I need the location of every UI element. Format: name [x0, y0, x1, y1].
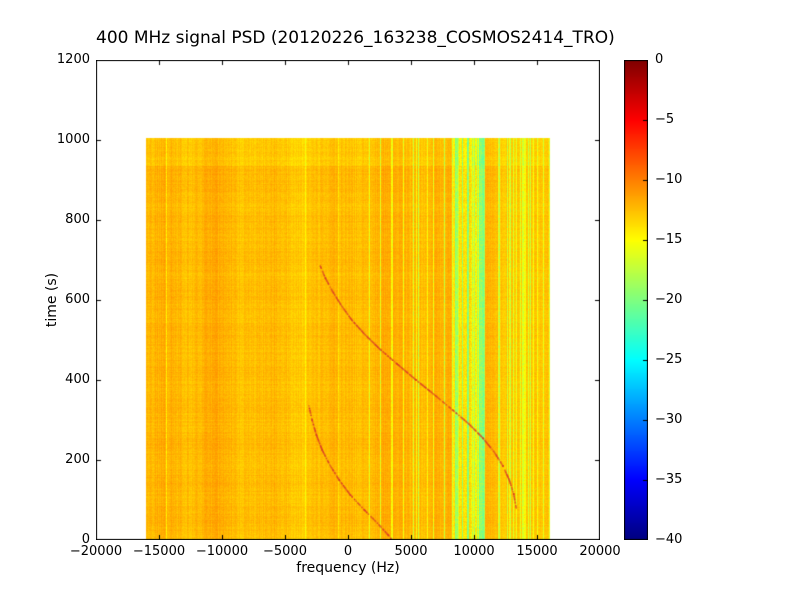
- y-tick-label: 800: [65, 212, 90, 227]
- x-tick-label: 5000: [394, 544, 428, 559]
- x-tick-label: −15000: [132, 544, 186, 559]
- colorbar-tick-label: −15: [655, 232, 683, 247]
- y-tick-label: 1200: [56, 52, 90, 67]
- chart-title: 400 MHz signal PSD (20120226_163238_COSM…: [96, 28, 615, 48]
- x-tick-label: 20000: [579, 544, 621, 559]
- x-tick-label: −10000: [195, 544, 249, 559]
- colorbar: [624, 60, 648, 540]
- colorbar-tick-label: −40: [655, 532, 683, 547]
- y-tick-label: 200: [65, 452, 90, 467]
- colorbar-tick-label: 0: [655, 52, 664, 67]
- colorbar-tick-label: −20: [655, 292, 683, 307]
- colorbar-tick-label: −10: [655, 172, 683, 187]
- colorbar-tick-label: −25: [655, 352, 683, 367]
- x-axis-label: frequency (Hz): [296, 560, 400, 576]
- y-tick-label: 400: [65, 372, 90, 387]
- x-tick-label: −5000: [263, 544, 307, 559]
- colorbar-tick-label: −35: [655, 472, 683, 487]
- y-tick-label: 600: [65, 292, 90, 307]
- x-tick-label: 15000: [516, 544, 558, 559]
- y-tick-label: 0: [81, 532, 90, 547]
- y-tick-label: 1000: [56, 132, 90, 147]
- x-tick-label: −20000: [69, 544, 123, 559]
- y-axis-label: time (s): [44, 272, 60, 328]
- spectrogram-canvas: [96, 60, 600, 540]
- x-tick-label: 10000: [453, 544, 495, 559]
- x-tick-label: 0: [343, 544, 353, 559]
- colorbar-tick-label: −5: [655, 112, 675, 127]
- colorbar-tick-label: −30: [655, 412, 683, 427]
